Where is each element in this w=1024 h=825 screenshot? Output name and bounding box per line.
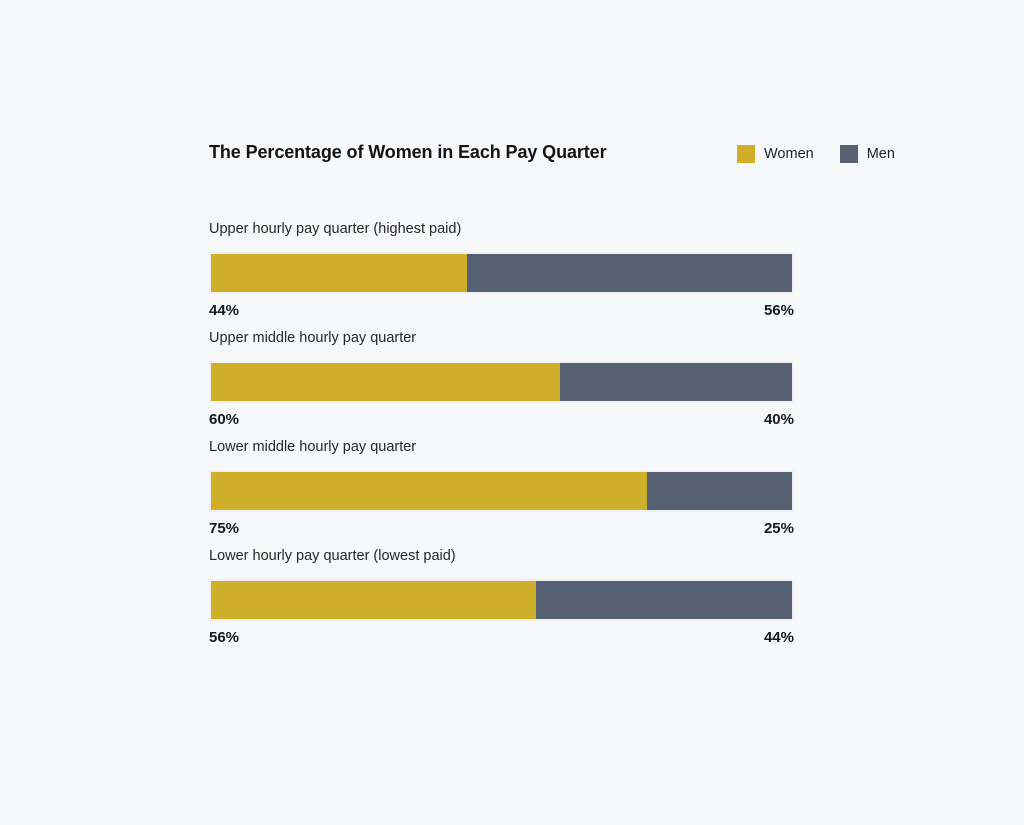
bar-rows: Upper hourly pay quarter (highest paid) … — [209, 221, 794, 657]
women-value-label: 75% — [209, 520, 240, 537]
women-segment — [211, 472, 647, 510]
bar-track — [209, 470, 794, 512]
women-segment — [211, 581, 537, 619]
men-value-label: 44% — [763, 629, 794, 646]
men-segment — [536, 581, 792, 619]
men-segment — [466, 254, 792, 292]
value-row: 56% 44% — [209, 629, 794, 646]
women-segment — [211, 254, 467, 292]
bar-track — [209, 361, 794, 403]
value-row: 44% 56% — [209, 302, 794, 319]
men-value-label: 25% — [763, 520, 794, 537]
legend-label: Women — [764, 145, 814, 162]
bar-track — [209, 579, 794, 621]
women-value-label: 44% — [209, 302, 240, 319]
bar-row: Lower hourly pay quarter (lowest paid) 5… — [209, 548, 794, 646]
category-label: Lower hourly pay quarter (lowest paid) — [209, 548, 456, 564]
men-segment — [646, 472, 792, 510]
men-segment — [559, 363, 792, 401]
women-value-label: 56% — [209, 629, 240, 646]
chart-title: The Percentage of Women in Each Pay Quar… — [209, 142, 607, 162]
legend-item: Men — [839, 145, 895, 163]
value-row: 75% 25% — [209, 520, 794, 537]
bar-row: Lower middle hourly pay quarter 75% 25% — [209, 439, 794, 537]
bar-row: Upper middle hourly pay quarter 60% 40% — [209, 330, 794, 428]
legend-label: Men — [866, 145, 895, 162]
bar-track — [209, 252, 794, 294]
women-value-label: 60% — [209, 411, 240, 428]
category-label: Upper middle hourly pay quarter — [209, 330, 417, 346]
men-value-label: 40% — [763, 411, 794, 428]
category-label: Upper hourly pay quarter (highest paid) — [209, 221, 462, 237]
men-value-label: 56% — [763, 302, 794, 319]
chart-legend: Women Men — [737, 145, 895, 163]
women-segment — [211, 363, 560, 401]
legend-swatch-icon — [737, 145, 755, 163]
value-row: 60% 40% — [209, 411, 794, 428]
legend-item: Women — [737, 145, 814, 163]
bar-row: Upper hourly pay quarter (highest paid) … — [209, 221, 794, 319]
legend-swatch-icon — [839, 145, 858, 163]
category-label: Lower middle hourly pay quarter — [209, 439, 417, 455]
